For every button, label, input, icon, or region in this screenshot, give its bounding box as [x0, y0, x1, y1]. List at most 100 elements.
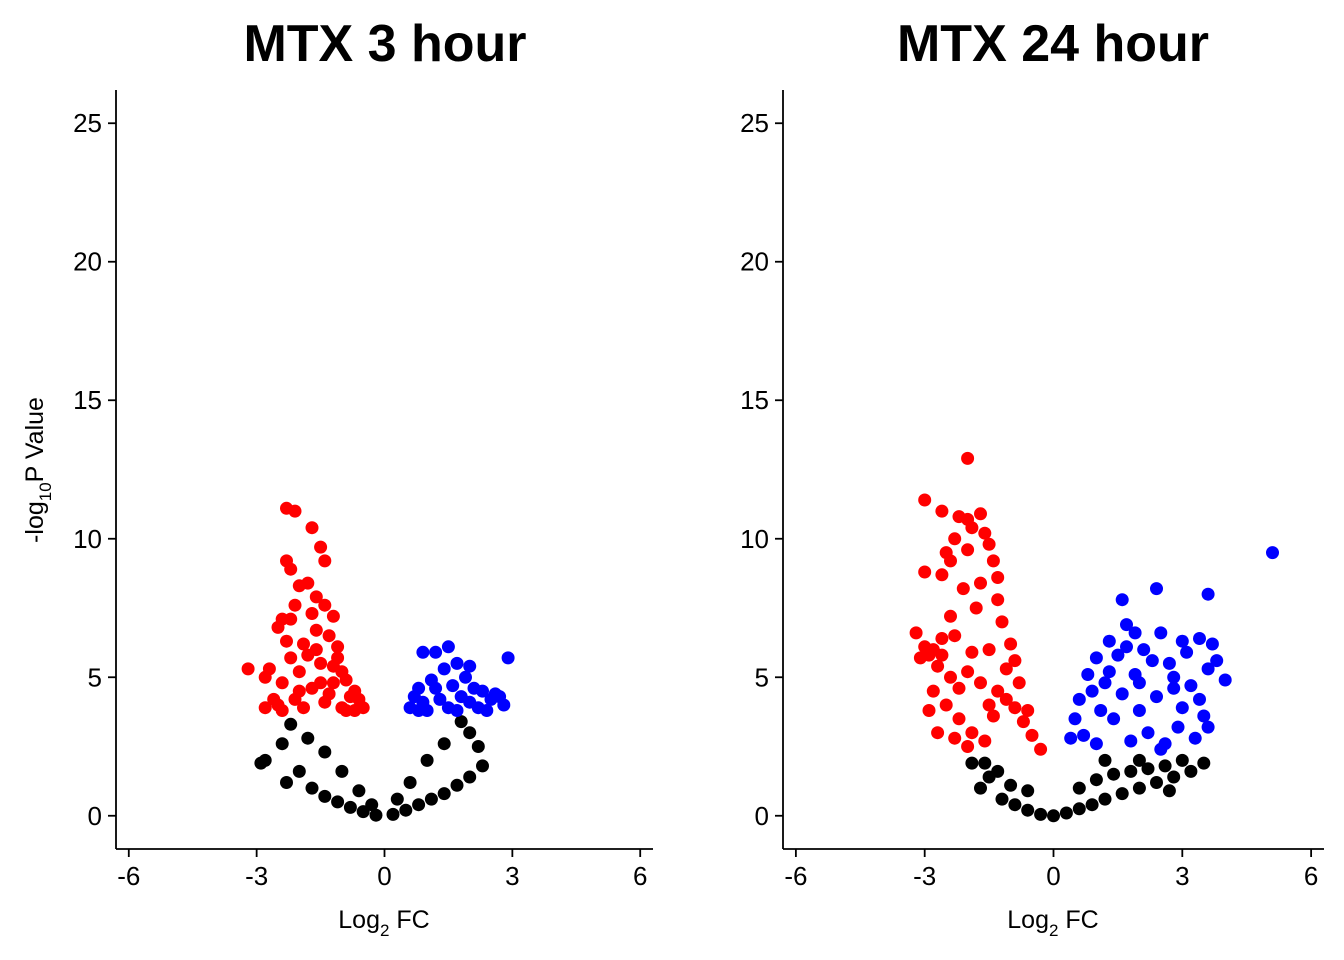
point-ns-22 — [301, 731, 315, 745]
point-ns-31 — [1162, 784, 1176, 798]
point-ns-30 — [365, 798, 379, 812]
point-up-46 — [1089, 737, 1103, 751]
point-up-31 — [1107, 712, 1121, 726]
point-down-31 — [952, 712, 966, 726]
point-up-38 — [1102, 665, 1116, 679]
point-up-24 — [480, 704, 494, 717]
y-tick-label: 0 — [755, 801, 769, 831]
point-ns-9 — [369, 808, 383, 822]
y-tick-label: 10 — [73, 524, 102, 554]
point-ns-1 — [258, 753, 272, 767]
point-down-43 — [948, 629, 962, 643]
point-up-23 — [454, 690, 468, 704]
point-up-45 — [1154, 742, 1168, 756]
point-down-37 — [982, 643, 996, 657]
point-up-20 — [1115, 687, 1129, 701]
point-ns-20 — [454, 715, 468, 729]
point-down-51 — [297, 701, 310, 715]
point-up-12 — [497, 698, 511, 712]
point-down-10 — [288, 598, 302, 612]
point-down-51 — [944, 554, 957, 568]
y-tick-label: 20 — [73, 247, 102, 277]
point-down-40 — [969, 601, 983, 615]
point-up-17 — [433, 692, 447, 706]
point-ns-9 — [1072, 802, 1086, 816]
point-up-16 — [1072, 692, 1086, 706]
point-ns-23 — [1089, 773, 1103, 787]
point-down-47 — [1021, 704, 1035, 717]
point-down-39 — [1004, 637, 1018, 651]
point-ns-3 — [292, 764, 306, 778]
point-down-38 — [343, 690, 357, 704]
point-ns-18 — [471, 740, 485, 753]
point-down-1 — [288, 504, 302, 518]
point-up-7 — [459, 670, 472, 684]
point-down-54 — [982, 698, 996, 712]
point-down-31 — [292, 665, 306, 679]
panel-title: MTX 24 hour — [897, 15, 1209, 73]
point-ns-17 — [476, 759, 489, 773]
point-ns-19 — [463, 726, 477, 740]
point-up-12 — [1218, 673, 1232, 687]
point-up-4 — [1154, 626, 1168, 640]
point-up-19 — [446, 679, 460, 693]
point-down-9 — [982, 537, 996, 551]
point-up-26 — [1188, 731, 1202, 745]
point-down-15 — [909, 626, 923, 640]
point-up-19 — [1098, 676, 1112, 690]
point-down-8 — [292, 579, 306, 593]
y-tick-label: 5 — [88, 662, 102, 692]
point-down-41 — [284, 651, 298, 665]
point-up-49 — [1128, 668, 1142, 681]
point-up-22 — [1150, 690, 1163, 704]
point-up-30 — [1124, 734, 1138, 748]
panel-title: MTX 3 hour — [243, 15, 526, 73]
point-up-34 — [1111, 648, 1125, 662]
point-down-49 — [961, 740, 975, 753]
point-down-5 — [284, 562, 298, 576]
x-tick-label: -3 — [245, 861, 268, 891]
point-down-20 — [931, 659, 945, 673]
point-ns-5 — [318, 789, 332, 803]
point-down-44 — [935, 632, 949, 645]
point-down-46 — [1012, 676, 1026, 690]
point-ns-24 — [1072, 781, 1086, 795]
point-up-27 — [1171, 720, 1185, 734]
point-down-18 — [258, 670, 272, 684]
point-up-18 — [1064, 731, 1078, 745]
point-down-35 — [922, 704, 936, 717]
point-down-42 — [271, 620, 285, 634]
point-down-36 — [301, 648, 315, 662]
point-up-9 — [1193, 632, 1206, 645]
point-ns-14 — [1150, 776, 1163, 789]
point-up-29 — [1141, 726, 1155, 740]
point-ns-21 — [284, 717, 298, 731]
point-up-3 — [1115, 593, 1129, 607]
point-down-2 — [935, 504, 949, 518]
x-tick-label: -3 — [913, 861, 936, 891]
point-down-26 — [1008, 701, 1022, 715]
point-up-25 — [1197, 709, 1211, 723]
point-down-30 — [939, 698, 953, 712]
point-down-13 — [935, 568, 949, 582]
y-tick-label: 0 — [88, 801, 102, 831]
point-down-11 — [318, 598, 332, 612]
point-ns-30 — [1132, 753, 1146, 767]
point-ns-26 — [403, 776, 417, 789]
point-up-6 — [1128, 626, 1142, 640]
point-down-27 — [1016, 715, 1030, 729]
point-ns-6 — [1034, 807, 1048, 821]
point-ns-4 — [1008, 798, 1022, 812]
point-down-8 — [948, 532, 962, 546]
point-ns-4 — [305, 781, 319, 795]
point-down-2 — [305, 521, 319, 535]
point-down-52 — [965, 645, 979, 659]
point-up-32 — [1094, 704, 1108, 717]
scatter-points — [241, 501, 515, 822]
point-up-6 — [437, 662, 451, 676]
point-ns-16 — [463, 770, 477, 784]
point-ns-11 — [399, 803, 413, 817]
point-down-59 — [948, 731, 962, 745]
point-up-15 — [1081, 668, 1095, 681]
